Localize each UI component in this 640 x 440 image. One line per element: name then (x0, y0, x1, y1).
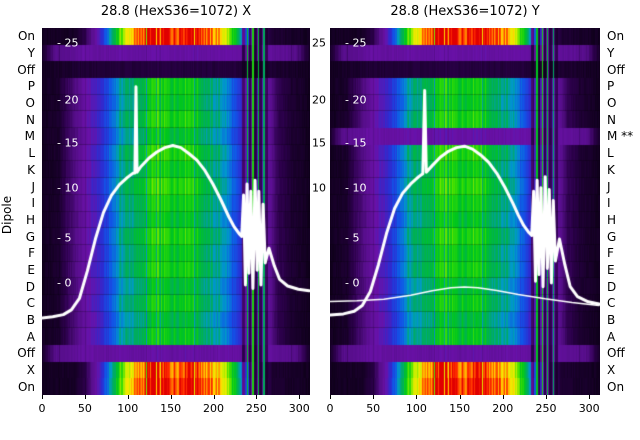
dipole-row-label: Off (17, 62, 35, 77)
dipole-row-label: On (607, 29, 625, 44)
dipole-row-label: E (607, 262, 615, 277)
x-tick-label: 150 (160, 402, 182, 415)
x-tick-mark (84, 395, 86, 399)
x-tick-label: 250 (535, 402, 557, 415)
dipole-row-label: H (25, 212, 35, 227)
panel-y-axis: 0 50 100 150 200 250 300 (326, 395, 600, 429)
x-tick-label: 300 (578, 402, 600, 415)
panel-y-title: 28.8 (HexS36=1072) Y (390, 4, 540, 19)
dipole-row-label: J (607, 179, 611, 194)
x-tick-label: 150 (449, 402, 471, 415)
dipole-row-label: N (607, 112, 616, 127)
dipole-row-label: F (28, 246, 35, 261)
panel-x-title: 28.8 (HexS36=1072) X (100, 4, 252, 19)
dipole-row-label: A (607, 329, 616, 344)
x-tick-mark (589, 395, 591, 399)
x-tick-label: 100 (405, 402, 427, 415)
dipole-row-label: Off (607, 62, 625, 77)
x-tick-mark (373, 395, 375, 399)
right-y-tick-label: 20 (312, 93, 326, 107)
x-tick-mark (42, 395, 43, 399)
row-labels-right: On Y Off P O N M ** L K J I H G F E D C B A Off X On (602, 28, 640, 395)
dipole-row-label: On (607, 379, 625, 394)
dipole-row-label: K (27, 162, 35, 177)
x-tick-mark (299, 395, 301, 399)
x-tick-label: 0 (326, 402, 334, 415)
dipole-row-label: X (607, 363, 616, 378)
x-tick-mark (502, 395, 504, 399)
dipole-row-label: Off (17, 346, 35, 361)
dipole-row-label: L (607, 146, 614, 161)
dipole-row-label: K (607, 162, 615, 177)
dipole-row-label: D (25, 279, 35, 294)
panel-x-axis: 0 50 100 150 200 250 300 (38, 395, 310, 429)
dipole-row-label: X (26, 363, 35, 378)
dipole-row-label: C (26, 296, 35, 311)
x-tick-label: 300 (288, 402, 310, 415)
dipole-row-label: G (25, 229, 35, 244)
dipole-row-label: G (607, 229, 617, 244)
dipole-row-label: A (26, 329, 35, 344)
heatmap-panel-y (330, 28, 600, 395)
dipole-row-label: M ** (607, 129, 634, 144)
dipole-row-label: D (607, 279, 617, 294)
x-tick-mark (170, 395, 172, 399)
dipole-row-label: C (607, 296, 616, 311)
dipole-row-label: B (26, 313, 35, 328)
x-tick-mark (213, 395, 215, 399)
dipole-row-label: I (607, 196, 611, 211)
x-tick-mark (546, 395, 547, 399)
right-y-tick-label: 15 (312, 136, 326, 149)
x-tick-label: 50 (366, 402, 381, 415)
dipole-row-label: O (607, 96, 617, 111)
dipole-row-label: J (31, 179, 35, 194)
x-tick-label: 250 (245, 402, 267, 415)
dipole-row-label: Off (607, 346, 625, 361)
dipole-row-label: On (17, 29, 35, 44)
dipole-row-label: P (607, 79, 615, 94)
x-tick-mark (416, 395, 418, 399)
dipole-row-label: N (26, 112, 35, 127)
dipole-row-label: H (607, 212, 617, 227)
x-tick-label: 200 (492, 402, 514, 415)
dipole-row-label: P (27, 79, 35, 94)
x-tick-label: 0 (38, 402, 46, 415)
heatmap-panel-x (42, 28, 310, 395)
dipole-row-label: M (24, 129, 35, 144)
row-labels-left: On Y Off P O N M L K J I H G F E D C B A Off X On (0, 28, 40, 395)
dipole-row-label: I (31, 196, 35, 211)
x-tick-label: 200 (203, 402, 225, 415)
x-tick-mark (459, 395, 461, 399)
right-y-tick-label: 25 (312, 36, 326, 50)
dipole-row-label: O (25, 96, 35, 111)
dipole-row-label: B (607, 313, 616, 328)
x-tick-label: 50 (77, 402, 92, 415)
dipole-row-label: On (17, 379, 35, 394)
dipole-row-label: L (28, 146, 35, 161)
dipole-row-label: Y (27, 46, 35, 61)
x-tick-mark (127, 395, 129, 399)
x-tick-mark (256, 395, 258, 399)
x-tick-mark (330, 395, 331, 399)
x-tick-label: 100 (117, 402, 139, 415)
dipole-row-label: Y (607, 46, 615, 61)
right-y-tick-label: 10 (312, 181, 326, 195)
dipole-row-label: F (607, 246, 614, 261)
dipole-row-label: E (27, 262, 35, 277)
